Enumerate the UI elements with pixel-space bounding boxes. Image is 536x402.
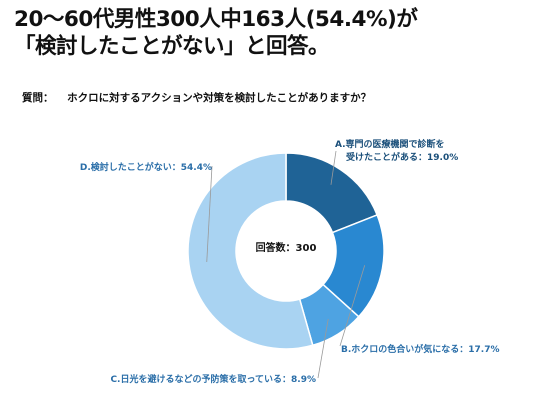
leader-line-slice-b (339, 265, 366, 347)
label-leader-lines (206, 150, 366, 379)
question-prefix: 質問： (22, 92, 54, 104)
leader-line-slice-a (330, 150, 337, 185)
headline-line-1: 20〜60代男性300人中163人(54.4%)が (14, 7, 418, 32)
question-text: ホクロに対するアクションや対策を検討したことがありますか？ (67, 92, 372, 104)
slice-d (187, 152, 314, 350)
slice-label-a-line-2: 受けたことがある：19.0% (346, 151, 458, 163)
slice-label-a-line-1: A.専門の医療機関で診断を (335, 138, 445, 150)
headline: 20〜60代男性300人中163人(54.4%)が 「検討したことがない」と回答… (14, 6, 524, 60)
center-total-label: 回答数：300 (256, 241, 317, 254)
donut-slices (187, 152, 385, 350)
headline-line-2: 「検討したことがない」と回答。 (14, 34, 330, 59)
slice-label-b: B.ホクロの色合いが気になる：17.7% (341, 343, 500, 355)
survey-question: 質問： ホクロに対するアクションや対策を検討したことがありますか？ (22, 90, 371, 105)
leader-line-slice-d (206, 165, 213, 263)
slice-label-d: D.検討したことがない：54.4% (80, 161, 212, 173)
leader-line-slice-c (317, 318, 329, 379)
slice-label-c: C.日光を避けるなどの予防策を取っている：8.9% (110, 373, 316, 385)
